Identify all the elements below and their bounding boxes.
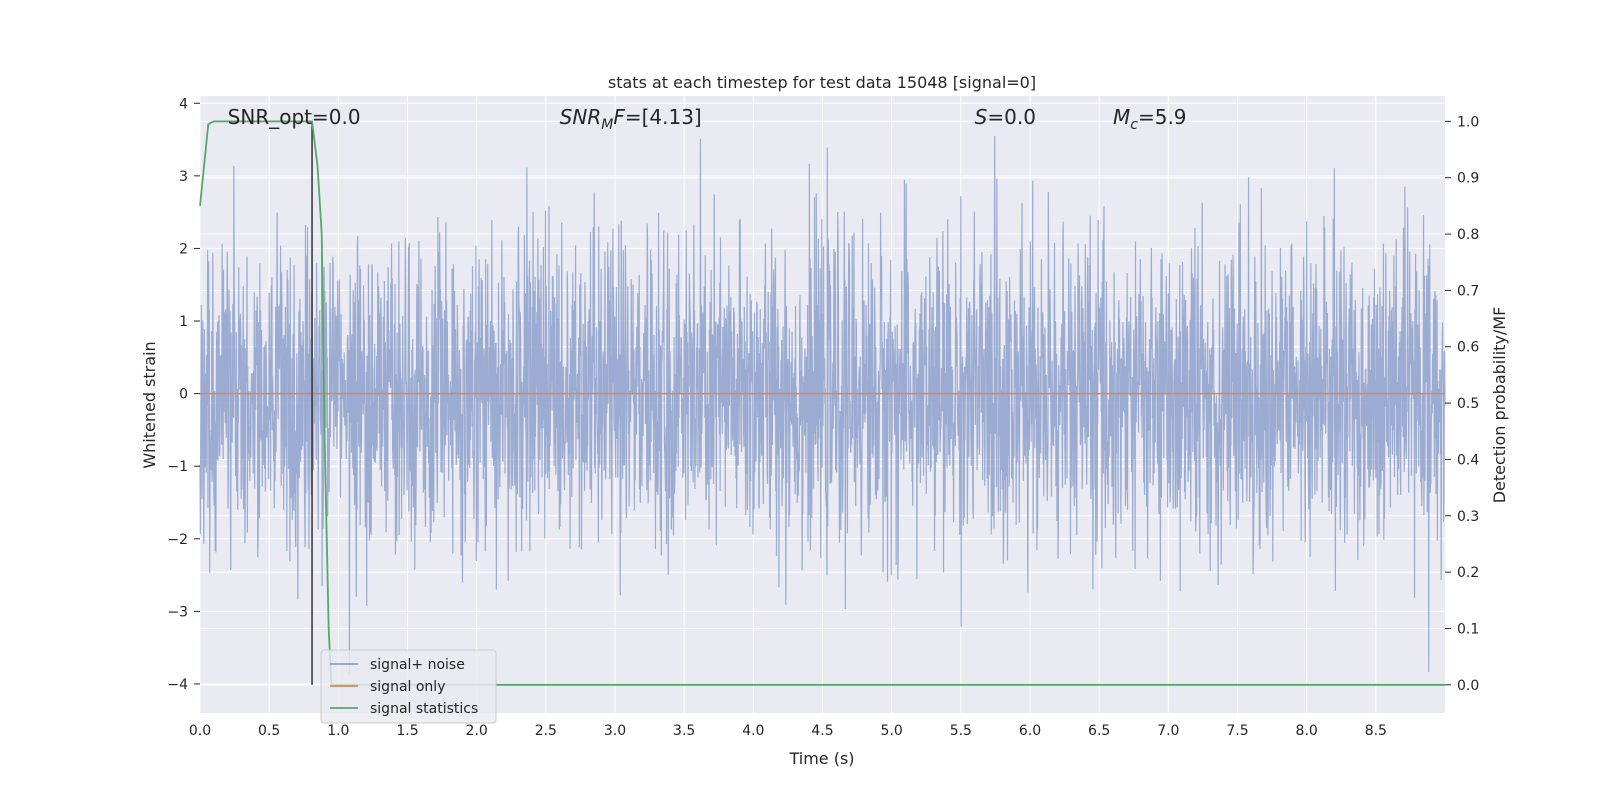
x-tick-label: 6.0 <box>1019 723 1041 739</box>
annotation-snr-mf: SNRMF=[4.13] <box>560 105 702 133</box>
y-tick-label-right: 0.0 <box>1457 678 1479 694</box>
y-axis-label-right: Detection probability/MF <box>1490 307 1509 504</box>
y-tick-label-left: 1 <box>179 314 188 330</box>
y-tick-label-left: −2 <box>167 532 188 548</box>
y-tick-label-left: 3 <box>179 169 188 185</box>
y-ticks-left: 4 3 2 1 0 −1 −2 −3 −4 <box>167 96 200 693</box>
x-tick-label: 2.5 <box>535 723 557 739</box>
x-tick-label: 4.5 <box>811 723 833 739</box>
series-signal-noise <box>199 135 1446 675</box>
x-tick-label: 1.5 <box>396 723 418 739</box>
x-tick-label: 8.0 <box>1296 723 1318 739</box>
x-tick-label: 1.0 <box>327 723 349 739</box>
y-tick-label-right: 0.4 <box>1457 452 1479 468</box>
legend: signal+ noise signal only signal statist… <box>320 649 497 724</box>
x-tick-label: 0.0 <box>189 723 211 739</box>
x-axis-label: Time (s) <box>788 749 854 768</box>
y-tick-label-right: 0.6 <box>1457 340 1479 356</box>
x-tick-label: 5.5 <box>950 723 972 739</box>
x-tick-label: 5.0 <box>881 723 903 739</box>
y-tick-label-left: 2 <box>179 241 188 257</box>
legend-label-signal-only: signal only <box>370 679 445 695</box>
y-tick-label-right: 0.7 <box>1457 283 1479 299</box>
x-tick-label: 0.5 <box>258 723 280 739</box>
legend-box <box>320 649 497 724</box>
y-tick-label-right: 0.1 <box>1457 621 1479 637</box>
y-tick-label-right: 0.3 <box>1457 509 1479 525</box>
y-tick-label-right: 0.9 <box>1457 171 1479 187</box>
y-tick-label-left: −1 <box>167 459 188 475</box>
chart-title: stats at each timestep for test data 150… <box>608 73 1036 92</box>
x-tick-label: 4.0 <box>742 723 764 739</box>
y-tick-label-left: −3 <box>167 604 188 620</box>
y-axis-label-left: Whitened strain <box>140 341 159 468</box>
x-tick-label: 3.0 <box>604 723 626 739</box>
annotation-s: S=0.0 <box>975 105 1036 129</box>
annotation-mc: Mc=5.9 <box>1113 105 1187 133</box>
y-tick-label-right: 0.8 <box>1457 227 1479 243</box>
y-tick-label-left: 0 <box>179 387 188 403</box>
x-ticks: 0.0 0.5 1.0 1.5 2.0 2.5 3.0 3.5 4.0 4.5 5.0 5.5 6.0 6… <box>189 723 1387 739</box>
y-tick-label-left: 4 <box>179 96 188 112</box>
annotation-snr-opt: SNR_opt=0.0 <box>228 105 361 129</box>
x-tick-label: 7.0 <box>1157 723 1179 739</box>
noise-line <box>199 135 1446 675</box>
x-tick-label: 6.5 <box>1088 723 1110 739</box>
y-tick-label-left: −4 <box>167 677 188 693</box>
legend-label-noise: signal+ noise <box>370 657 465 673</box>
x-tick-label: 7.5 <box>1226 723 1248 739</box>
x-tick-label: 3.5 <box>673 723 695 739</box>
annotations: SNR_opt=0.0 SNRMF=[4.13] S=0.0 Mc=5.9 <box>228 105 1187 133</box>
legend-label-statistics: signal statistics <box>370 701 478 717</box>
y-tick-label-right: 1.0 <box>1457 114 1479 130</box>
y-ticks-right: 1.0 0.9 0.8 0.7 0.6 0.5 0.4 0.3 0.2 0.1 0.0 <box>1445 114 1479 694</box>
x-tick-label: 8.5 <box>1365 723 1387 739</box>
x-tick-label: 2.0 <box>466 723 488 739</box>
y-tick-label-right: 0.2 <box>1457 565 1479 581</box>
y-tick-label-right: 0.5 <box>1457 396 1479 412</box>
